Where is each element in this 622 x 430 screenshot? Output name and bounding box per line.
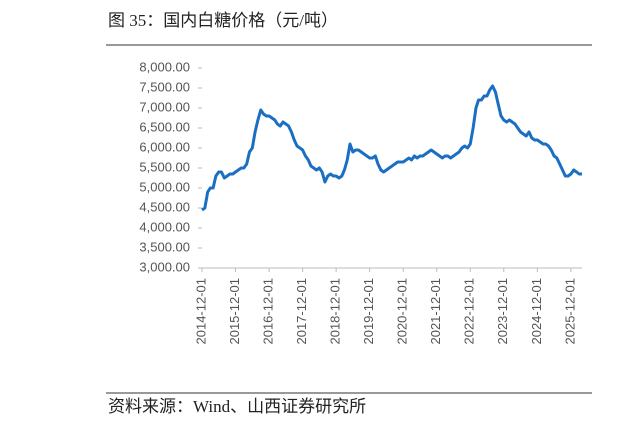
x-tick-label: 2025-12-01	[562, 278, 577, 345]
y-tick-label: 6,000.00	[139, 139, 190, 154]
x-tick-label: 2015-12-01	[227, 278, 242, 345]
y-tick-label: 4,000.00	[139, 219, 190, 234]
y-tick-label: 7,000.00	[139, 99, 190, 114]
y-tick-label: 4,500.00	[139, 199, 190, 214]
y-tick-label: 7,500.00	[139, 79, 190, 94]
x-tick-label: 2020-12-01	[395, 278, 410, 345]
x-tick-label: 2021-12-01	[428, 278, 443, 345]
x-tick-label: 2019-12-01	[361, 278, 376, 345]
x-tick-label: 2022-12-01	[462, 278, 477, 345]
y-tick-label: 5,500.00	[139, 159, 190, 174]
y-tick-label: 6,500.00	[139, 119, 190, 134]
price-line	[201, 84, 582, 212]
y-tick-label: 3,000.00	[139, 259, 190, 274]
x-tick-label: 2014-12-01	[193, 278, 208, 345]
x-tick-label: 2016-12-01	[261, 278, 276, 345]
y-tick-label: 5,000.00	[139, 179, 190, 194]
x-tick-label: 2023-12-01	[495, 278, 510, 345]
chart-title: 图 35：国内白糖价格（元/吨）	[108, 11, 338, 30]
x-tick-label: 2018-12-01	[328, 278, 343, 345]
x-tick-label: 2024-12-01	[529, 278, 544, 345]
y-tick-label: 3,500.00	[139, 239, 190, 254]
source-note: 资料来源：Wind、山西证券研究所	[108, 397, 366, 416]
y-tick-label: 8,000.00	[139, 59, 190, 74]
x-tick-label: 2017-12-01	[294, 278, 309, 345]
